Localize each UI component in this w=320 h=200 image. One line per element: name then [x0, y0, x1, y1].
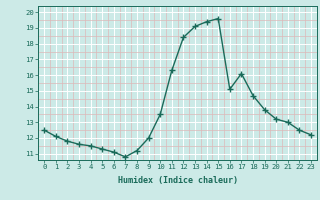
X-axis label: Humidex (Indice chaleur): Humidex (Indice chaleur) — [118, 176, 238, 185]
